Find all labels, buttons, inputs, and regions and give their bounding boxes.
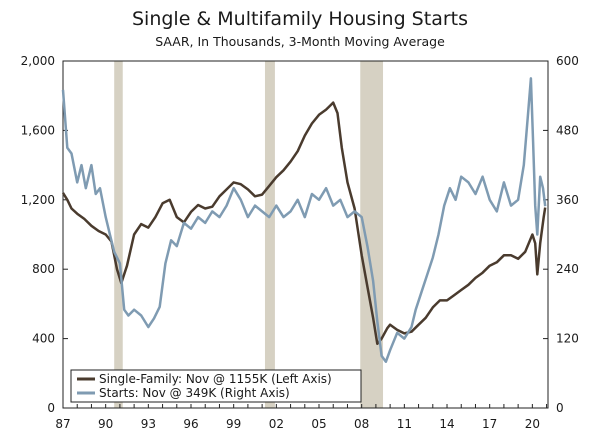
y-tick-label-right: 240 xyxy=(556,262,579,276)
y-tick-label-right: 120 xyxy=(556,332,579,346)
x-tick-label: 96 xyxy=(183,417,198,431)
x-tick-label: 87 xyxy=(55,417,70,431)
x-tick-label: 02 xyxy=(269,417,284,431)
y-tick-label-right: 360 xyxy=(556,193,579,207)
recession-band xyxy=(360,61,384,408)
x-tick-label: 05 xyxy=(311,417,326,431)
chart-title: Single & Multifamily Housing Starts xyxy=(131,8,469,30)
y-tick-label-right: 480 xyxy=(556,123,579,137)
recession-band xyxy=(114,61,123,408)
series-line-single-family xyxy=(61,101,547,346)
x-tick-label: 08 xyxy=(354,417,369,431)
x-tick-label: 14 xyxy=(439,417,454,431)
recession-band xyxy=(264,61,275,408)
chart-subtitle: SAAR, In Thousands, 3-Month Moving Avera… xyxy=(155,34,445,49)
y-tick-label-left: 2,000 xyxy=(21,54,55,68)
x-tick-label: 11 xyxy=(397,417,412,431)
x-tick-label: 93 xyxy=(141,417,156,431)
y-tick-label-left: 0 xyxy=(47,401,55,415)
x-tick-label: 20 xyxy=(525,417,540,431)
plot-frame xyxy=(62,60,549,409)
x-tick-label: 90 xyxy=(98,417,113,431)
x-tick-label: 17 xyxy=(482,417,497,431)
series-line-starts xyxy=(61,77,547,363)
y-tick-label-left: 1,200 xyxy=(21,193,55,207)
y-tick-label-left: 1,600 xyxy=(21,123,55,137)
legend-box xyxy=(70,369,362,403)
y-tick-label-right: 0 xyxy=(556,401,564,415)
y-tick-label-left: 400 xyxy=(32,332,55,346)
legend-label: Single-Family: Nov @ 1155K (Left Axis) xyxy=(99,372,332,386)
legend-label: Starts: Nov @ 349K (Right Axis) xyxy=(99,386,290,400)
y-tick-label-left: 800 xyxy=(32,262,55,276)
y-tick-label-right: 600 xyxy=(556,54,579,68)
x-tick-label: 99 xyxy=(226,417,241,431)
